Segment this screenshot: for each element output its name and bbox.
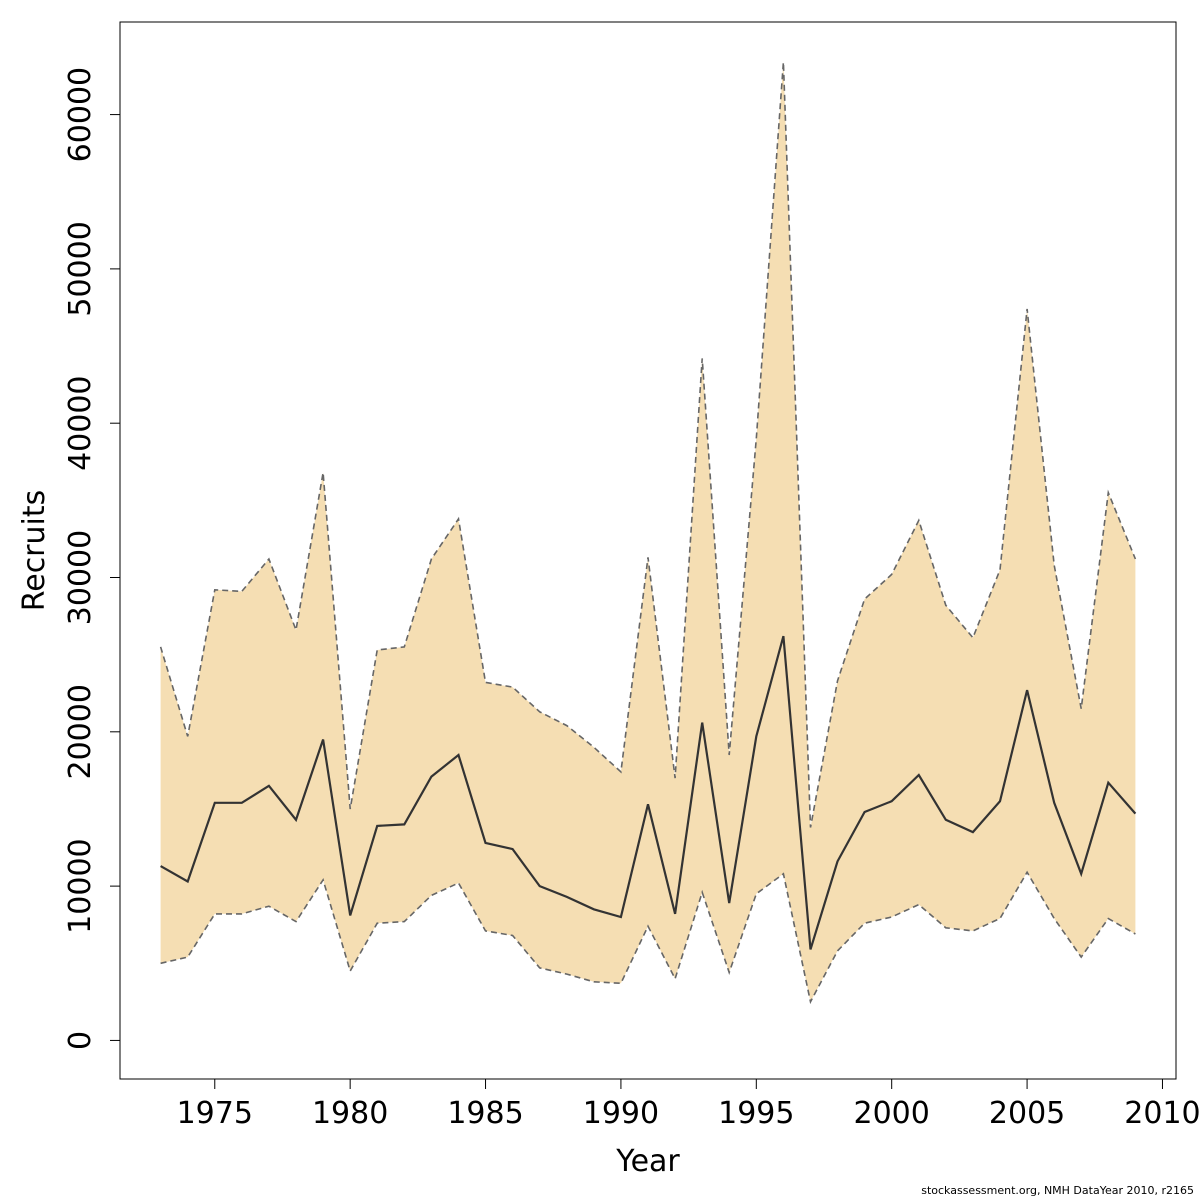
series-line-layer [159, 62, 1137, 1005]
y-tick-label: 40000 [63, 375, 98, 470]
x-tick-label: 1985 [447, 1096, 523, 1131]
upper-bound-line [159, 62, 1137, 828]
confidence-band-layer [160, 62, 1136, 1002]
x-tick-label: 2005 [989, 1096, 1065, 1131]
y-axis: 0 10000 20000 30000 40000 50000 60000 [63, 67, 120, 1050]
lower-bound-line [160, 870, 1136, 1005]
source-footer: stockassessment.org, NMH DataYear 2010, … [921, 1184, 1194, 1197]
x-axis: 1975 1980 1985 1990 1995 2000 2005 2010 [177, 1079, 1200, 1131]
x-tick-label: 2010 [1124, 1096, 1200, 1131]
x-axis-title: Year [615, 1144, 680, 1179]
x-tick-label: 1995 [718, 1096, 794, 1131]
y-tick-label: 20000 [63, 684, 98, 779]
y-axis-title: Recruits [17, 490, 52, 612]
y-tick-label: 60000 [63, 67, 98, 162]
y-tick-label: 30000 [63, 530, 98, 625]
x-tick-label: 1990 [583, 1096, 659, 1131]
x-tick-label: 2000 [854, 1096, 930, 1131]
y-tick-label: 10000 [63, 838, 98, 933]
y-tick-label: 0 [63, 1031, 98, 1050]
confidence-band [160, 62, 1136, 1002]
x-tick-label: 1975 [177, 1096, 253, 1131]
median-line [160, 635, 1137, 950]
x-tick-label: 1980 [312, 1096, 388, 1131]
plot-frame [119, 21, 1177, 1080]
y-tick-label: 50000 [63, 221, 98, 316]
